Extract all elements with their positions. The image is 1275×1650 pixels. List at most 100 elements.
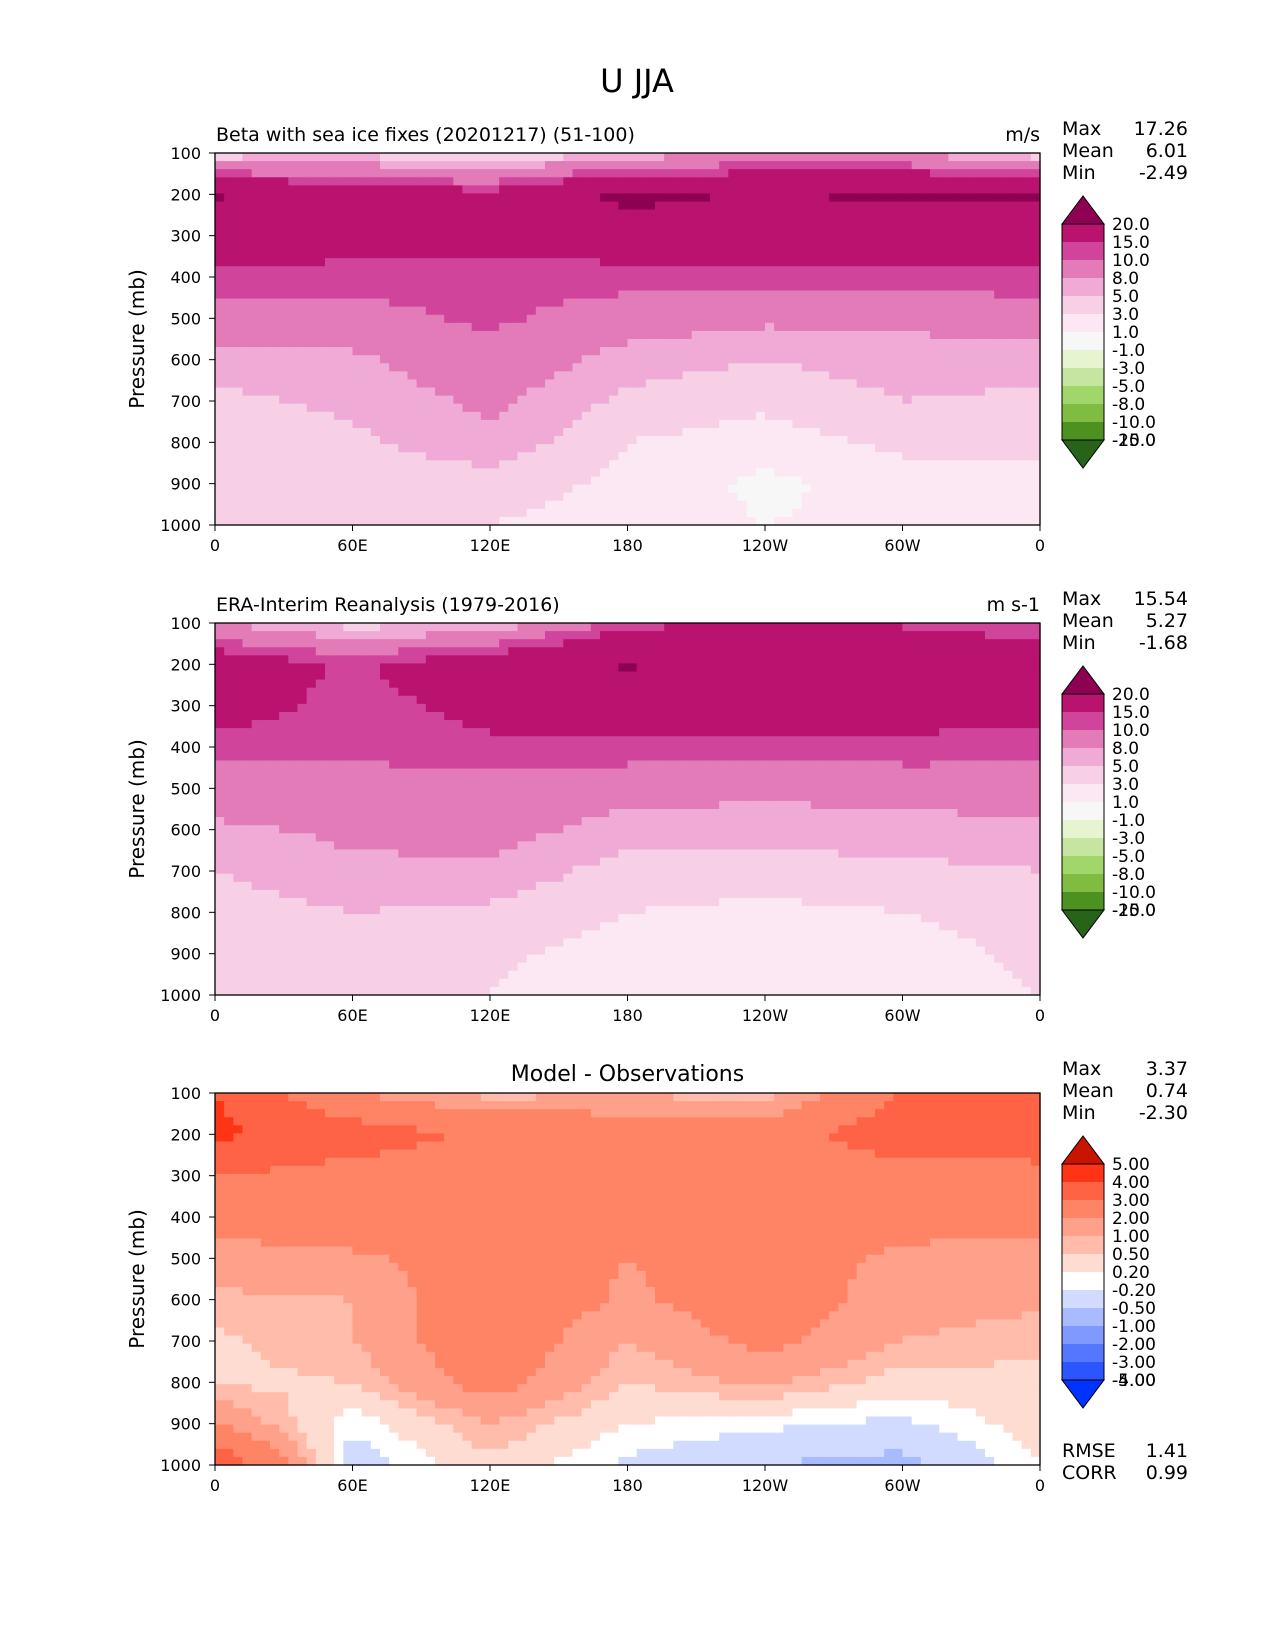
- field-cell: [609, 468, 619, 478]
- field-cell: [325, 922, 335, 931]
- field-cell: [306, 752, 317, 762]
- field-cell: [737, 274, 748, 283]
- field-cell: [370, 258, 381, 267]
- field-cell: [325, 720, 335, 729]
- field-cell: [288, 161, 299, 170]
- field-cell: [315, 355, 326, 364]
- field-cell: [829, 492, 839, 502]
- field-cell: [435, 347, 445, 356]
- field-cell: [499, 436, 509, 445]
- field-cell: [334, 841, 344, 851]
- field-cell: [435, 476, 445, 486]
- field-cell: [801, 330, 812, 340]
- field-cell: [572, 460, 583, 469]
- field-cell: [755, 419, 766, 429]
- field-cell: [1003, 322, 1014, 332]
- field-cell: [920, 193, 931, 203]
- field-cell: [801, 153, 812, 162]
- field-cell: [664, 403, 674, 413]
- field-cell: [572, 161, 583, 170]
- field-cell: [957, 419, 968, 429]
- field-cell: [966, 427, 977, 437]
- field-cell: [334, 468, 344, 478]
- field-cell: [297, 954, 308, 964]
- field-cell: [215, 962, 225, 972]
- field-cell: [645, 516, 656, 526]
- field-cell: [581, 193, 592, 203]
- field-cell: [242, 241, 253, 251]
- field-cell: [856, 484, 867, 494]
- field-cell: [765, 241, 775, 251]
- field-cell: [719, 314, 729, 324]
- field-cell: [820, 395, 830, 405]
- field-cell: [829, 379, 839, 389]
- field-cell: [517, 436, 528, 445]
- field-cell: [407, 241, 418, 251]
- field-cell: [306, 930, 317, 939]
- field-cell: [233, 792, 244, 802]
- field-cell: [948, 355, 959, 364]
- field-cell: [627, 201, 638, 211]
- field-cell: [315, 153, 326, 162]
- field-cell: [325, 193, 335, 203]
- field-cell: [279, 760, 289, 770]
- field-cell: [453, 427, 464, 437]
- field-cell: [957, 169, 968, 178]
- field-cell: [224, 347, 234, 356]
- field-cell: [471, 266, 482, 275]
- field-cell: [361, 647, 372, 656]
- field-cell: [499, 419, 509, 429]
- field-cell: [260, 857, 271, 867]
- field-cell: [911, 403, 922, 413]
- field-cell: [792, 419, 803, 429]
- field-cell: [288, 322, 299, 332]
- field-cell: [600, 241, 610, 251]
- field-cell: [893, 258, 904, 267]
- field-cell: [215, 225, 225, 235]
- colorbar-tick-label: 3.0: [1112, 305, 1139, 325]
- field-cell: [700, 403, 711, 413]
- field-cell: [975, 282, 986, 292]
- field-cell: [985, 339, 995, 348]
- field-cell: [251, 508, 262, 518]
- field-cell: [251, 250, 262, 259]
- field-cell: [260, 395, 271, 405]
- field-cell: [1030, 363, 1041, 372]
- field-cell: [297, 161, 308, 170]
- field-cell: [352, 177, 363, 186]
- field-cell: [224, 274, 234, 283]
- field-cell: [930, 306, 940, 316]
- field-cell: [719, 476, 729, 486]
- field-cell: [801, 508, 812, 518]
- field-cell: [343, 776, 354, 786]
- field-cell: [930, 508, 940, 518]
- field-cell: [948, 347, 959, 356]
- field-cell: [563, 201, 574, 211]
- field-cell: [279, 161, 289, 170]
- field-cell: [600, 484, 610, 494]
- field-cell: [215, 897, 225, 907]
- field-cell: [224, 282, 234, 292]
- field-cell: [691, 290, 702, 300]
- field-cell: [792, 436, 803, 445]
- field-cell: [545, 339, 555, 348]
- field-cell: [636, 411, 647, 421]
- field-cell: [765, 339, 775, 348]
- field-cell: [251, 962, 262, 972]
- field-cell: [334, 314, 344, 324]
- field-cell: [260, 476, 271, 486]
- field-cell: [792, 395, 803, 405]
- field-cell: [645, 355, 656, 364]
- field-cell: [1012, 306, 1023, 316]
- field-cell: [820, 330, 830, 340]
- field-cell: [370, 452, 381, 461]
- field-cell: [398, 282, 409, 292]
- field-cell: [425, 436, 436, 445]
- field-cell: [957, 476, 968, 486]
- field-cell: [389, 274, 399, 283]
- field-cell: [398, 225, 409, 235]
- field-cell: [260, 266, 271, 275]
- field-cell: [966, 306, 977, 316]
- field-cell: [270, 784, 280, 794]
- field-cell: [645, 403, 656, 413]
